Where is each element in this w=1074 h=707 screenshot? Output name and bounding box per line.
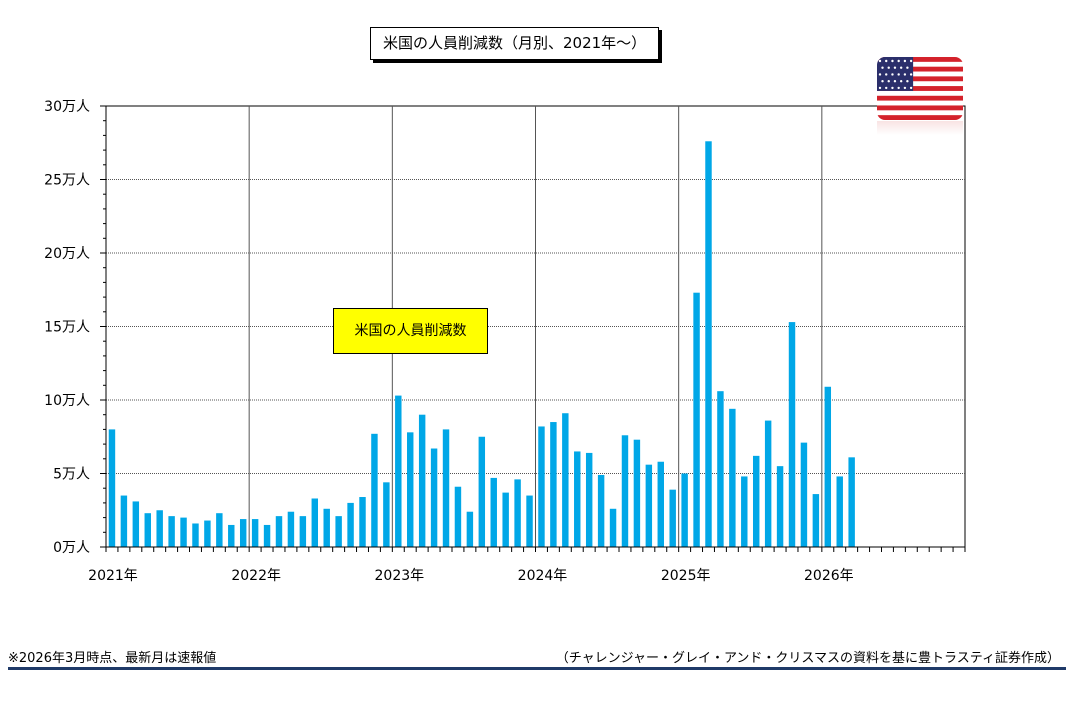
bar	[478, 436, 486, 547]
bar	[430, 448, 438, 547]
y-tick-label: 20万人	[44, 246, 90, 262]
bar	[323, 508, 330, 547]
bar	[108, 429, 116, 547]
y-tick-label: 5万人	[53, 467, 90, 483]
bar	[717, 391, 724, 547]
bar	[538, 426, 545, 547]
bar	[251, 519, 259, 547]
footnote-note: ※2026年3月時点、最新月は速報値	[8, 651, 217, 666]
bar	[609, 508, 617, 547]
bar	[502, 492, 509, 547]
bar	[848, 457, 855, 547]
bar	[657, 461, 664, 547]
footnote-source: （チャレンジャー・グレイ・アンド・クリスマスの資料を基に豊トラスティ証券作成）	[555, 651, 1060, 666]
bar	[824, 386, 832, 547]
bar	[287, 511, 295, 547]
labels-layer: 0万人 5万人 10万人 15万人 20万人 25万人 30万人 2021年 2022年 2023…	[44, 99, 853, 584]
bar	[752, 455, 760, 547]
bar	[466, 511, 474, 547]
x-tick-label: 2026年	[804, 568, 854, 584]
x-tick-label: 2025年	[661, 568, 711, 584]
grid-layer	[105, 105, 966, 548]
y-tick-label: 0万人	[53, 540, 90, 556]
bottom-rule	[8, 667, 1066, 670]
bar	[335, 516, 342, 547]
bar	[526, 495, 533, 547]
bar	[192, 523, 199, 547]
bar	[776, 466, 784, 547]
bar	[442, 429, 450, 547]
bar	[395, 395, 402, 547]
y-tick-label: 30万人	[44, 99, 90, 115]
bar	[597, 474, 605, 547]
y-tick-label: 15万人	[44, 320, 90, 336]
bar	[383, 482, 390, 547]
bar	[407, 432, 414, 547]
bar	[156, 510, 163, 547]
bar	[347, 502, 354, 547]
chart-title: 米国の人員削減数（月別、2021年〜）	[370, 27, 660, 60]
bar	[741, 476, 748, 547]
bar	[681, 473, 688, 547]
x-tick-label: 2022年	[231, 568, 281, 584]
bar	[788, 322, 796, 547]
bar	[585, 452, 593, 547]
chart-canvas: 0万人 5万人 10万人 15万人 20万人 25万人 30万人 2021年 2022年 2023…	[44, 57, 966, 584]
bar	[204, 520, 211, 547]
bar	[705, 141, 712, 547]
bar	[144, 513, 151, 547]
bar	[275, 516, 283, 547]
bar	[645, 464, 653, 547]
bar	[621, 435, 629, 547]
bar	[812, 494, 820, 547]
legend-box: 米国の人員削減数	[333, 308, 488, 354]
bar	[216, 513, 223, 547]
bar	[263, 524, 271, 547]
bar	[418, 414, 426, 547]
bar	[359, 497, 366, 547]
us-flag-icon	[877, 57, 963, 135]
bar	[168, 516, 175, 547]
bar	[228, 524, 235, 547]
bar	[633, 439, 641, 547]
bar	[239, 519, 247, 547]
bar	[669, 489, 676, 547]
bar	[550, 422, 557, 547]
x-tick-label: 2023年	[375, 568, 425, 584]
x-tick-label: 2021年	[88, 568, 138, 584]
bars-layer	[108, 141, 855, 547]
bar	[562, 413, 569, 547]
bar	[764, 420, 772, 547]
bar	[132, 501, 140, 547]
bar	[120, 495, 128, 547]
bar	[800, 442, 808, 547]
bar	[729, 408, 736, 547]
bar	[180, 517, 187, 547]
bar	[514, 479, 521, 547]
bar	[836, 476, 843, 547]
bar	[311, 498, 319, 547]
x-tick-label: 2024年	[518, 568, 568, 584]
y-tick-label: 10万人	[44, 393, 90, 409]
bar	[299, 516, 307, 547]
bar	[490, 477, 497, 547]
bar	[693, 292, 700, 547]
y-tick-label: 25万人	[44, 173, 90, 189]
bar	[371, 433, 378, 547]
bar	[454, 486, 462, 547]
bar	[574, 451, 581, 547]
axis-layer	[100, 105, 966, 552]
